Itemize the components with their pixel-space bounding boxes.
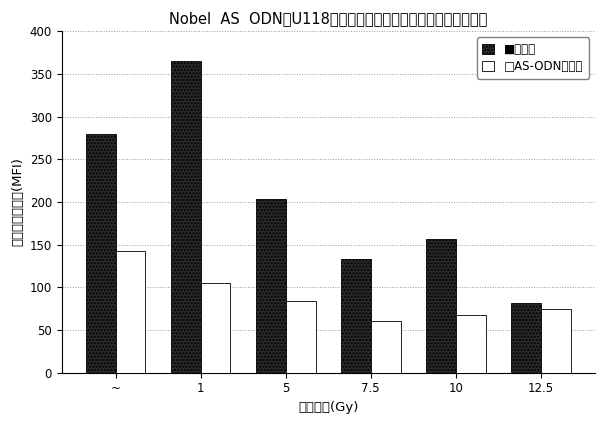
Legend: ■非治療, □AS-ODNで治療: ■非治療, □AS-ODNで治療 xyxy=(476,37,589,79)
Bar xyxy=(286,301,316,373)
Bar xyxy=(201,283,230,373)
Bar xyxy=(541,309,571,373)
Bar xyxy=(511,303,541,373)
Bar xyxy=(426,239,456,373)
Y-axis label: 中央値蛍光強度(MFI): 中央値蛍光強度(MFI) xyxy=(11,158,24,246)
Bar xyxy=(256,199,286,373)
Bar xyxy=(171,61,201,373)
Bar xyxy=(341,259,371,373)
Bar xyxy=(86,134,116,373)
Bar xyxy=(116,251,145,373)
Title: Nobel  AS  ODNはU118神経膚腫細胞を照射に対して感作ささる: Nobel AS ODNはU118神経膚腫細胞を照射に対して感作ささる xyxy=(169,11,487,26)
Bar xyxy=(456,314,485,373)
X-axis label: 照射線量(Gy): 照射線量(Gy) xyxy=(298,401,359,414)
Bar xyxy=(371,321,401,373)
